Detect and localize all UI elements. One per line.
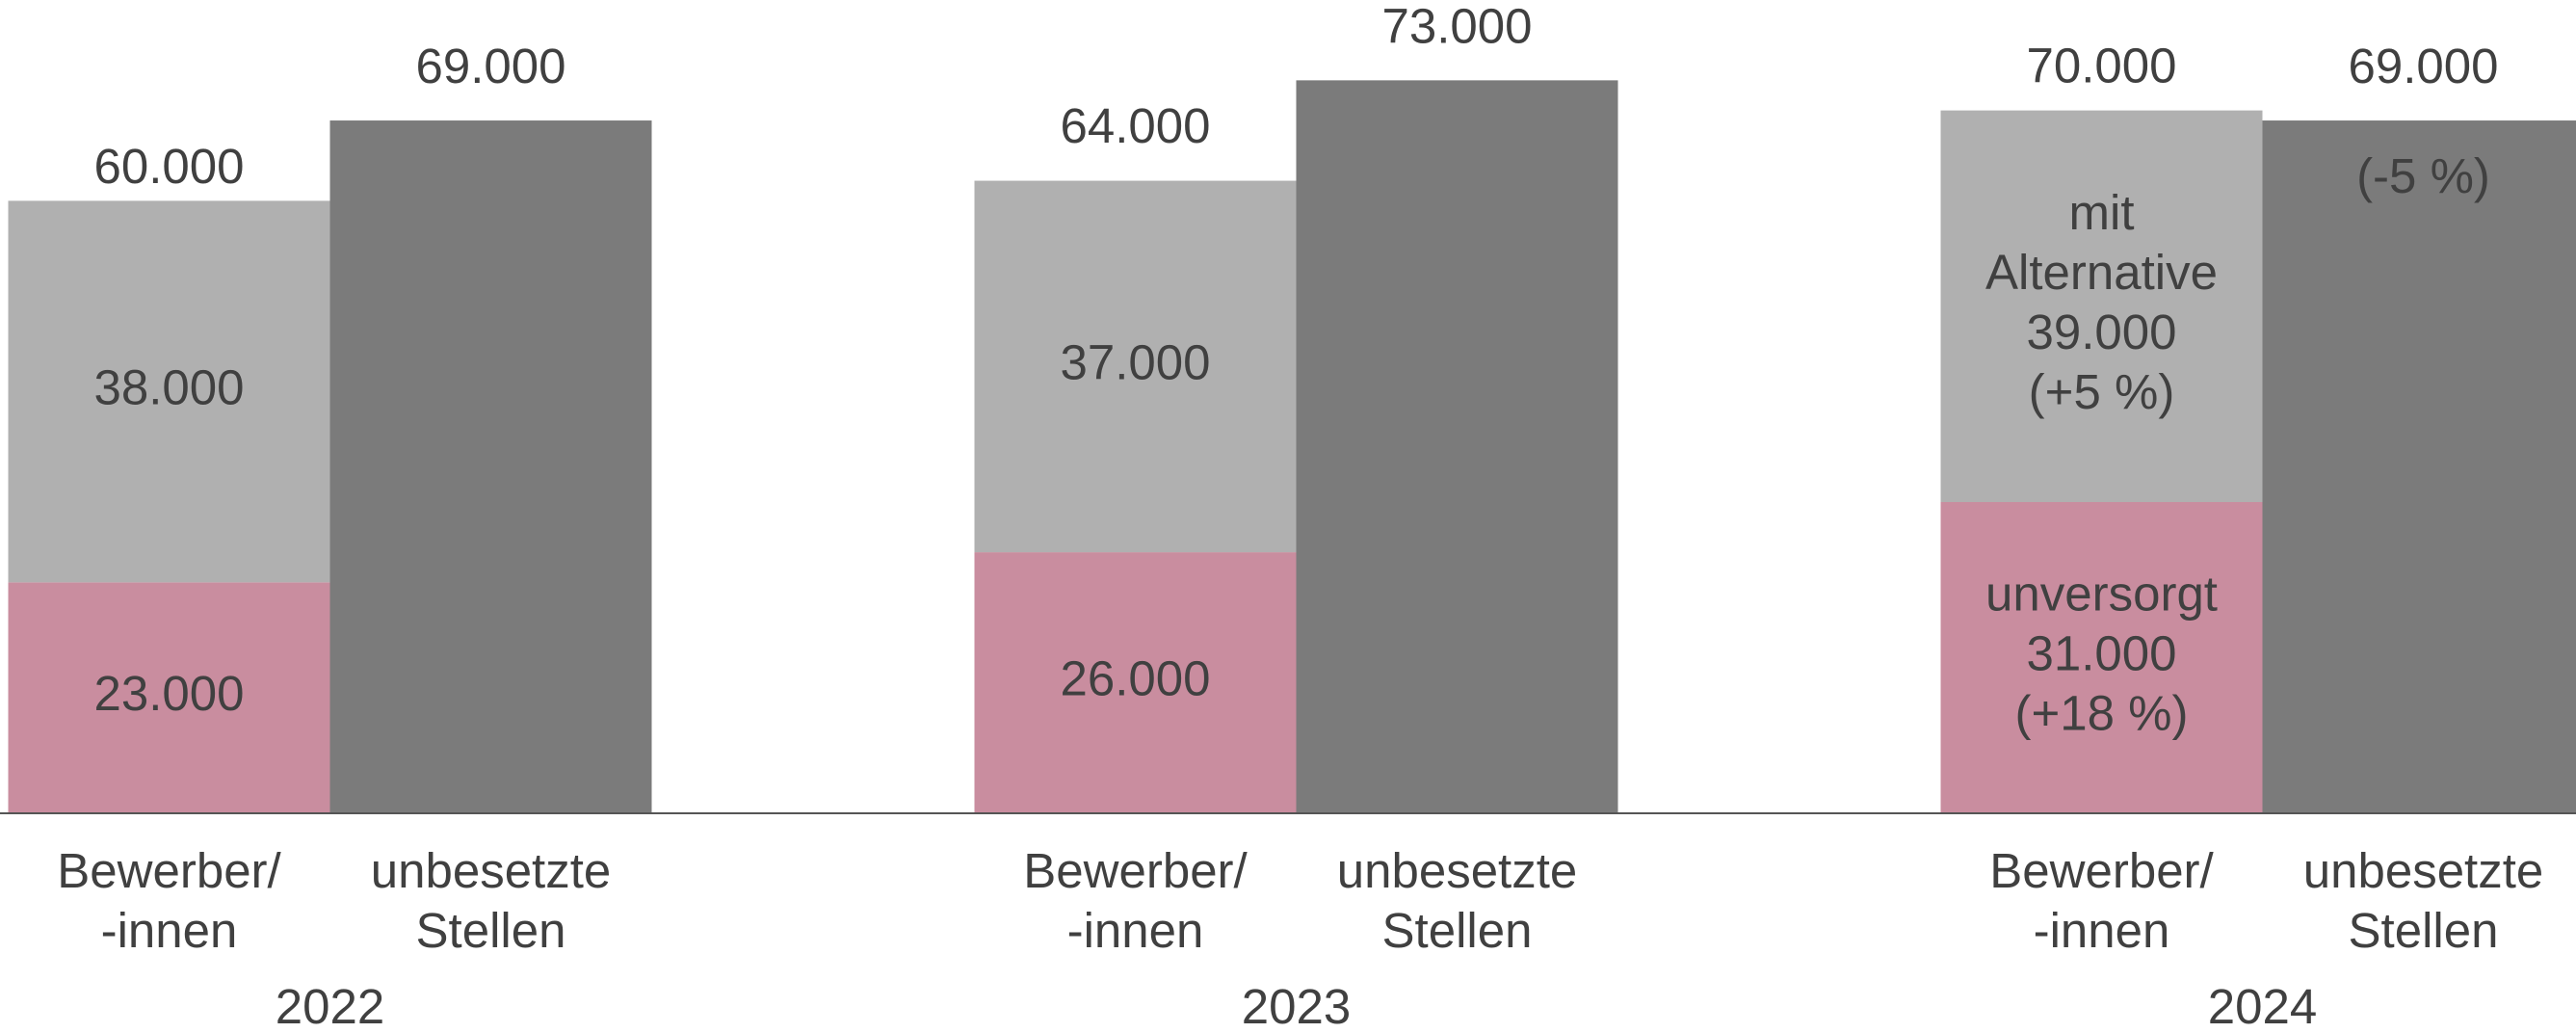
value-label: 23.000	[94, 667, 245, 722]
total-label: 64.000	[1061, 99, 1211, 154]
category-label: 2023	[1242, 979, 1351, 1033]
value-label: 37.000	[1061, 335, 1211, 390]
total-label: 70.000	[2027, 39, 2177, 93]
bar-segment	[329, 120, 652, 813]
bar-segment	[1940, 501, 2263, 813]
value-label: 38.000	[94, 360, 245, 415]
value-label: 31.000	[2027, 626, 2177, 681]
change-label: (-5 %)	[2356, 149, 2490, 204]
bar-segment	[974, 180, 1297, 553]
change-label: (+5 %)	[2029, 364, 2175, 419]
bar-label: unbesetzte Stellen	[371, 843, 612, 958]
bar-label: unbesetzte Stellen	[2303, 843, 2544, 958]
category-label: 2024	[2208, 979, 2317, 1033]
value-label: 69.000	[416, 40, 566, 94]
bar-segment	[8, 200, 330, 583]
bar-segment	[1940, 110, 2263, 502]
bar-label: unbesetzte Stellen	[1337, 843, 1578, 958]
bar-label: Bewerber/-innen	[57, 843, 281, 958]
bar-segment	[1296, 80, 1618, 813]
bar-segment	[8, 582, 330, 813]
series-name: unversorgt	[1985, 567, 2218, 622]
value-label: 26.000	[1061, 651, 1211, 706]
value-label: 73.000	[1382, 0, 1533, 54]
series-name: mit Alternative	[1985, 185, 2218, 300]
bar-label: Bewerber/-innen	[1023, 843, 1248, 958]
total-label: 60.000	[94, 139, 245, 194]
value-label: 39.000	[2027, 305, 2177, 359]
change-label: (+18 %)	[2015, 686, 2189, 741]
category-label: 2022	[276, 979, 384, 1033]
value-label: 69.000	[2349, 40, 2499, 94]
bar-segment	[974, 552, 1297, 813]
bar-segment	[2262, 120, 2576, 813]
bar-label: Bewerber/-innen	[1989, 843, 2214, 958]
